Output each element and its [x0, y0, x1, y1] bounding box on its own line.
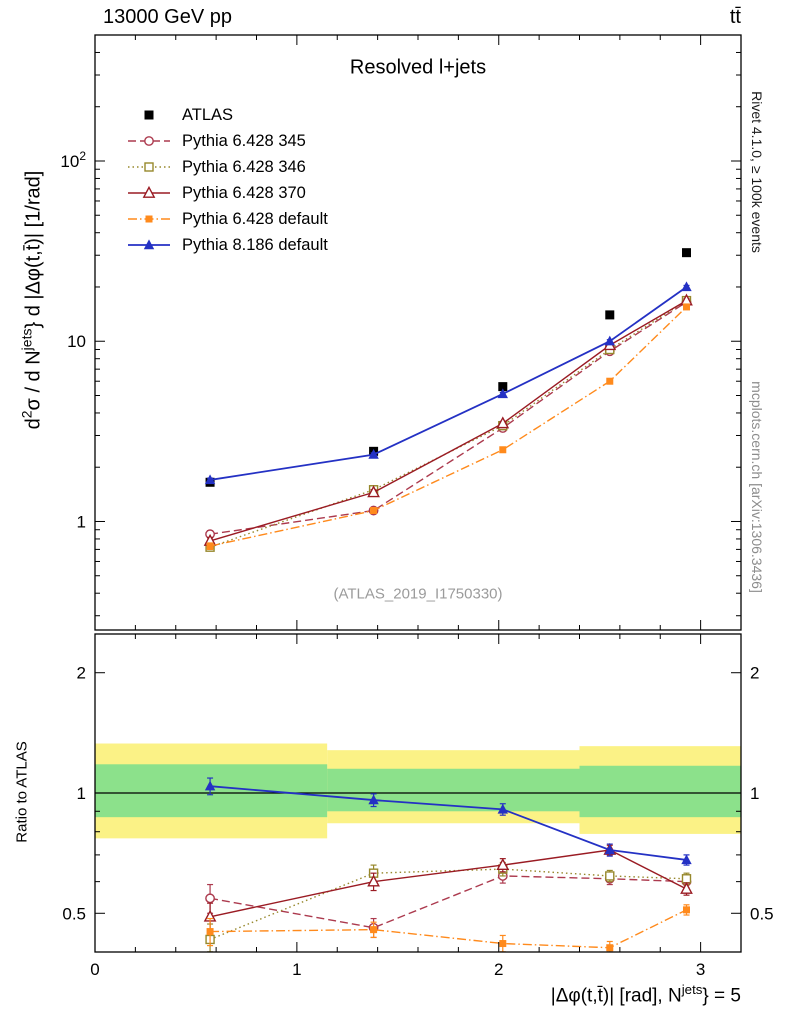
- uncertainty-band-green: [95, 764, 328, 818]
- plot-title: Resolved l+jets: [349, 56, 487, 79]
- ratio-plot-ticks: [94, 634, 742, 952]
- ratio-plot-series-pythia-6-428-default: [206, 904, 690, 953]
- label-superscript: jets: [18, 328, 35, 351]
- legend-marker-pythia-6-428-345: [128, 136, 170, 146]
- legend-label: Pythia 6.428 370: [182, 183, 306, 202]
- legend-marker-pythia-6-428-346: [128, 162, 170, 172]
- ratio-plot-series-pythia-6-428-345: [205, 868, 692, 939]
- legend-marker-pythia-6-428-370: [128, 185, 170, 198]
- svg-text:1: 1: [77, 784, 86, 803]
- label-text: |Δφ(t,t̄)| [rad], N: [550, 985, 682, 1007]
- label-superscript: 2: [18, 410, 35, 419]
- ratio-plot: 0.5 0.5 1 1 2 2 0 1 2 3: [62, 633, 774, 979]
- legend-item-pythia-6-428-346: Pythia 6.428 346: [127, 158, 328, 176]
- legend-item-pythia-6-428-default: Pythia 6.428 default: [127, 210, 328, 228]
- svg-text:1: 1: [77, 512, 86, 531]
- main-plot-series-atlas: [205, 248, 691, 487]
- main-plot-series-pythia-8-186-default: [204, 281, 692, 485]
- main-plot-series-pythia-6-428-default: [206, 303, 690, 551]
- legend-marker-pythia-8-186-default: [128, 239, 170, 250]
- label-text: } = 5: [702, 985, 741, 1007]
- ratio-y-axis-label: Ratio to ATLAS: [13, 741, 31, 843]
- beam-energy-title: 13000 GeV pp: [103, 6, 232, 28]
- svg-text:1: 1: [750, 784, 759, 803]
- svg-text:2: 2: [77, 664, 86, 683]
- svg-text:2: 2: [750, 664, 759, 683]
- svg-text:2: 2: [494, 960, 503, 979]
- svg-text:10: 10: [67, 332, 86, 351]
- ratio-plot-tick-labels: 0.5 0.5 1 1 2 2 0 1 2 3: [62, 664, 773, 979]
- main-plot: 1 10 102: [60, 34, 742, 631]
- legend-label: Pythia 6.428 346: [182, 157, 306, 176]
- label-text: σ / d N: [22, 350, 45, 411]
- ratio-plot-series-pythia-6-428-346: [205, 861, 692, 953]
- analysis-watermark: (ATLAS_2019_I1750330): [333, 585, 503, 603]
- main-plot-tick-labels: 1 10 102: [60, 149, 86, 531]
- legend-item-pythia-6-428-370: Pythia 6.428 370: [127, 184, 328, 202]
- uncertainty-band-green: [579, 765, 741, 818]
- process-title: tt̄: [729, 6, 741, 28]
- legend-marker-atlas: [144, 110, 154, 120]
- legend-item-pythia-6-428-345: Pythia 6.428 345: [127, 132, 328, 150]
- main-plot-ticks: [94, 35, 742, 630]
- svg-text:0: 0: [90, 960, 99, 979]
- ratio-plot-series-pythia-6-428-370: [203, 842, 693, 933]
- main-y-axis-label: d2σ / d Njets} d |Δφ(t,t̄)| [1/rad]: [19, 171, 46, 430]
- legend-label: Pythia 8.186 default: [182, 235, 328, 254]
- legend-label: Pythia 6.428 345: [182, 131, 306, 150]
- main-plot-series-pythia-6-428-345: [205, 297, 692, 540]
- svg-text:1: 1: [292, 960, 301, 979]
- label-text: } d |Δφ(t,t̄)| [1/rad]: [22, 170, 45, 329]
- svg-text:0.5: 0.5: [750, 904, 774, 923]
- x-axis-label: |Δφ(t,t̄)| [rad], Njets} = 5: [551, 982, 741, 1007]
- label-text: d: [22, 418, 45, 430]
- legend-item-atlas: ATLAS: [127, 106, 328, 124]
- ratio-plot-series-pythia-8-186-default: [204, 777, 692, 866]
- rivet-version-label: Rivet 4.1.0, ≥ 100k events: [749, 91, 765, 253]
- mcplots-credit-label: mcplots.cern.ch [arXiv:1306.3436]: [749, 381, 765, 593]
- svg-text:3: 3: [696, 960, 705, 979]
- label-superscript: jets: [681, 982, 703, 997]
- legend-marker-pythia-6-428-default: [128, 215, 170, 223]
- legend-label: ATLAS: [182, 105, 234, 124]
- uncertainty-band-green: [327, 768, 580, 812]
- legend-item-pythia-8-186-default: Pythia 8.186 default: [127, 236, 328, 254]
- svg-text:102: 102: [60, 149, 86, 171]
- svg-text:0.5: 0.5: [62, 904, 86, 923]
- legend-label: Pythia 6.428 default: [182, 209, 328, 228]
- legend: ATLAS Pythia 6.428 345 Pythia 6.428 346 Pyt…: [127, 106, 328, 254]
